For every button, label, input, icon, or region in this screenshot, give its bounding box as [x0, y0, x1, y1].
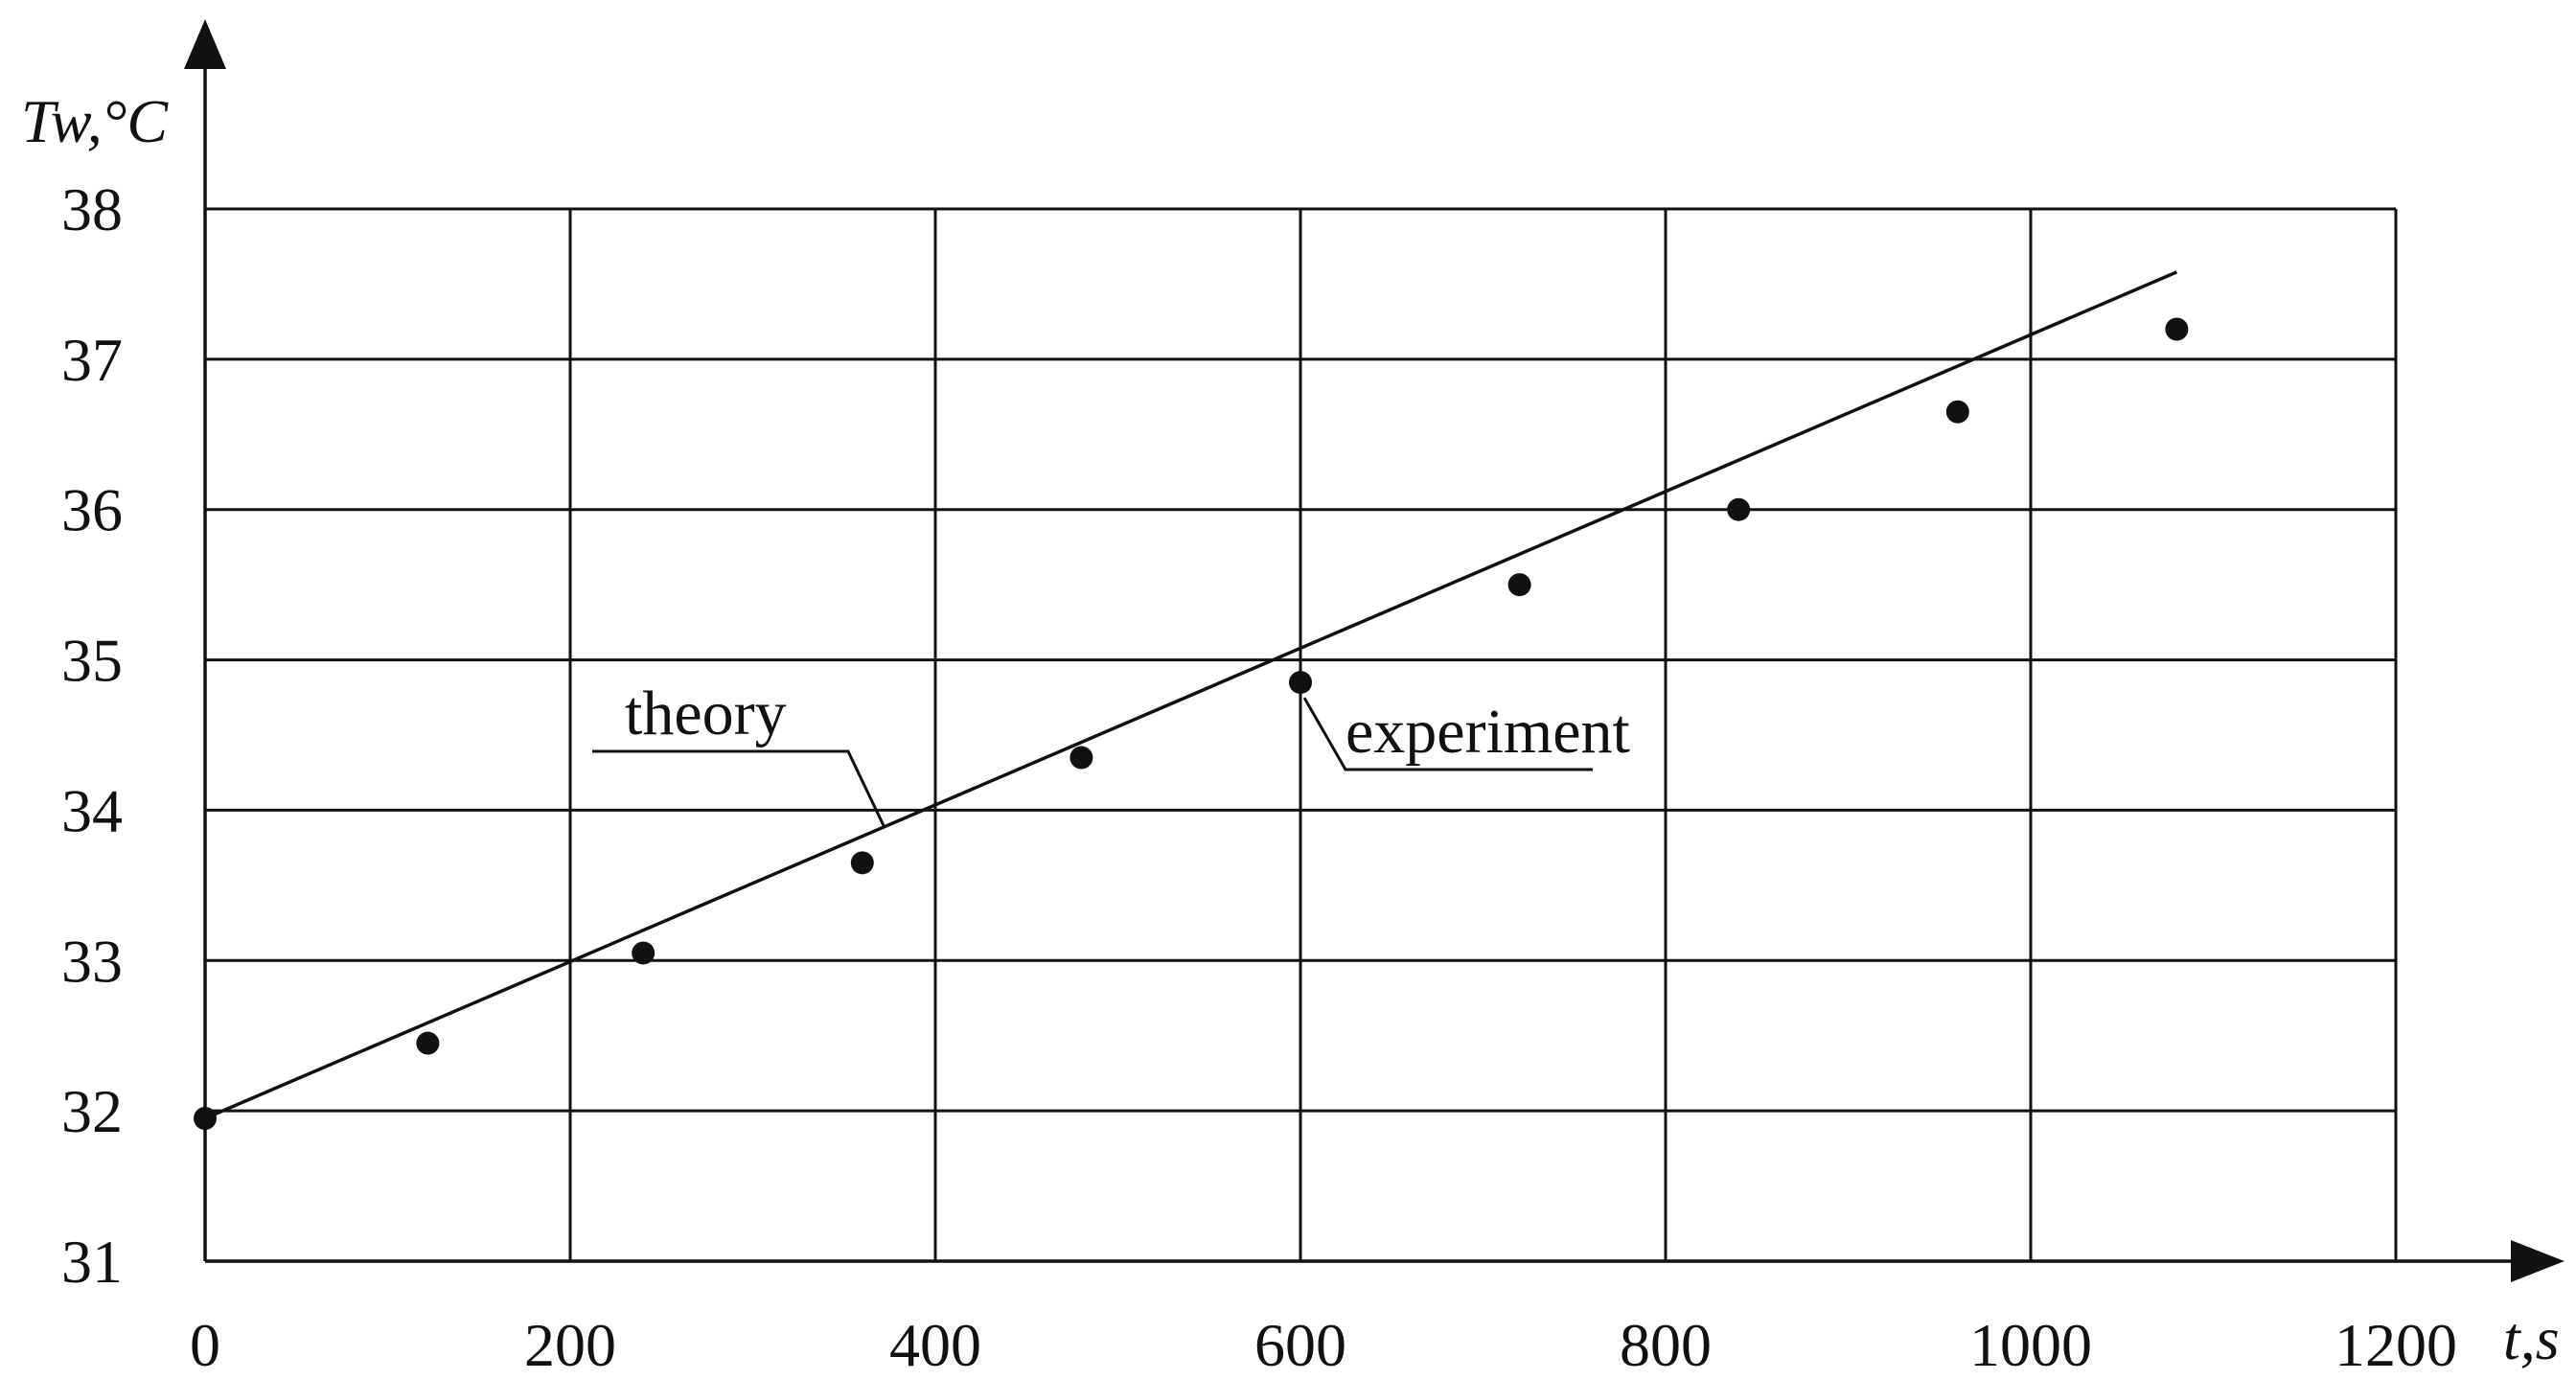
y-tick-label: 33	[61, 927, 123, 995]
y-tick-label: 32	[61, 1077, 123, 1145]
x-axis-arrow	[2511, 1240, 2564, 1282]
theory-line	[204, 270, 2178, 1120]
y-tick-label: 34	[61, 776, 123, 844]
experiment-point	[1945, 400, 1969, 424]
x-tick-label: 1200	[2334, 1311, 2457, 1379]
y-tick-label: 37	[61, 326, 123, 394]
y-axis-arrow	[184, 19, 226, 69]
theory-annotation: theory	[625, 678, 787, 748]
annotations: theory experiment	[592, 678, 1630, 828]
experiment-point	[1070, 746, 1093, 770]
x-axis-label: t,s	[2503, 1304, 2560, 1372]
experiment-point	[1507, 573, 1531, 597]
x-tick-label: 200	[524, 1311, 616, 1379]
experiment-point	[194, 1106, 217, 1130]
x-tick-label: 800	[1620, 1311, 1712, 1379]
experiment-point	[416, 1031, 440, 1055]
experiment-point	[632, 941, 656, 965]
experiment-annotation: experiment	[1346, 697, 1630, 767]
y-axis-label: Tw,°C	[21, 87, 169, 155]
grid	[205, 207, 2398, 1261]
x-tick-label: 1000	[1969, 1311, 2092, 1379]
y-tick-label: 36	[61, 476, 123, 544]
series-layer	[194, 270, 2189, 1130]
theory-leader-line	[592, 749, 886, 828]
axes	[184, 19, 2564, 1282]
experiment-point	[1727, 497, 1751, 521]
tick-labels: 0 200 400 600 800 1000 1200 31 32 33 34 35 36 37 38	[61, 175, 2457, 1379]
experiment-point	[2165, 317, 2189, 341]
x-tick-label: 400	[889, 1311, 981, 1379]
experiment-leader-line	[1302, 697, 1593, 771]
x-tick-label: 0	[190, 1311, 220, 1379]
experiment-point	[850, 851, 874, 875]
y-tick-label: 35	[61, 627, 123, 695]
y-tick-label: 31	[61, 1228, 123, 1296]
x-tick-label: 600	[1254, 1311, 1346, 1379]
y-tick-label: 38	[61, 175, 123, 243]
experiment-point	[1289, 671, 1312, 695]
